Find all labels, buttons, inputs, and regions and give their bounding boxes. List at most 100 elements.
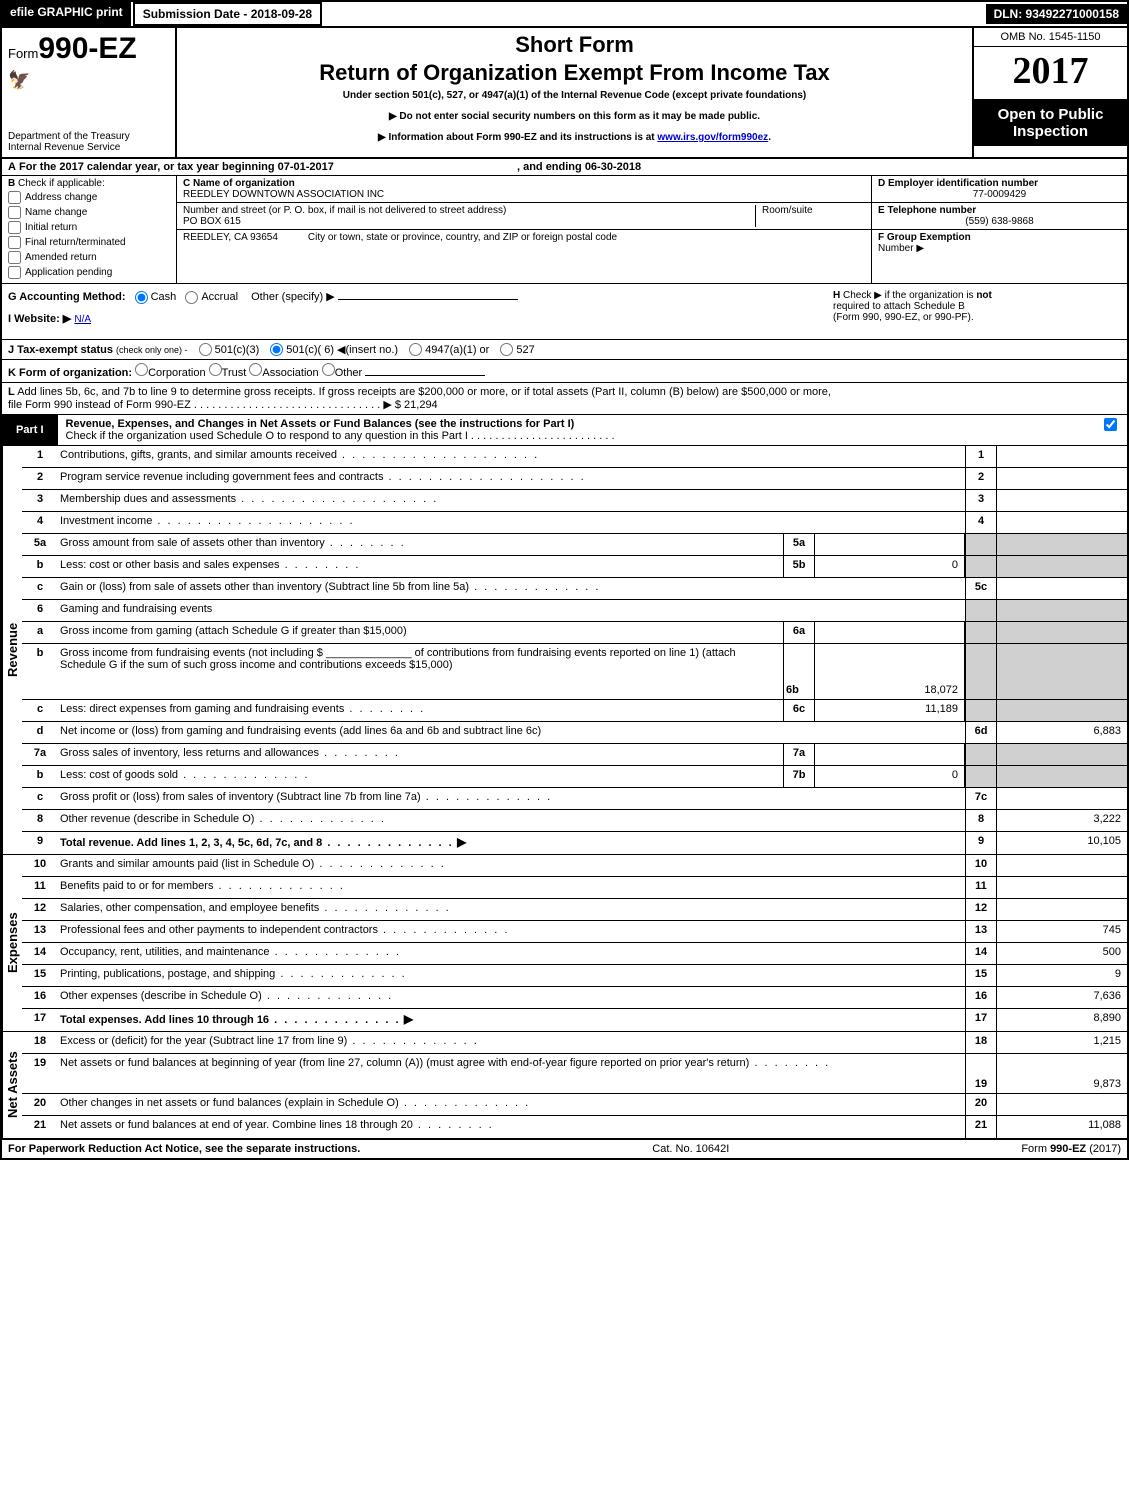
radio-corporation[interactable] (135, 363, 148, 376)
irs-link[interactable]: www.irs.gov/form990ez (657, 132, 768, 143)
row-6b: b Gross income from fundraising events (… (22, 644, 1127, 700)
row-6d-rnum: 6d (965, 722, 997, 743)
row-6c-num: c (22, 700, 58, 721)
row-6c-grey2 (997, 700, 1127, 721)
row-21-desc: Net assets or fund balances at end of ye… (58, 1116, 965, 1138)
radio-accrual[interactable] (185, 291, 198, 304)
lbl-address-change: Address change (25, 192, 97, 203)
row-5a-sn: 5a (783, 534, 815, 555)
check-if-applicable: Check if applicable: (18, 178, 105, 189)
radio-4947[interactable] (409, 343, 422, 356)
chk-amended-return[interactable] (8, 251, 21, 264)
row-13-num: 13 (22, 921, 58, 942)
row-15-desc: Printing, publications, postage, and shi… (58, 965, 965, 986)
row-9-desc-text: Total revenue. Add lines 1, 2, 3, 4, 5c,… (60, 837, 322, 849)
footer-mid: Cat. No. 10642I (652, 1143, 729, 1155)
chk-application-pending[interactable] (8, 266, 21, 279)
row-5b-num: b (22, 556, 58, 577)
l-label: L (8, 386, 15, 398)
row-5a: 5a Gross amount from sale of assets othe… (22, 534, 1127, 556)
row-7b-grey2 (997, 766, 1127, 787)
row-5b-desc: Less: cost or other basis and sales expe… (58, 556, 783, 577)
part-i-check-text: Check if the organization used Schedule … (66, 430, 1094, 442)
line-a-mid: , and ending (517, 161, 585, 173)
row-6-grey2 (997, 600, 1127, 621)
row-3-desc: Membership dues and assessments (58, 490, 965, 511)
lbl-corporation: Corporation (148, 367, 205, 379)
revenue-section: Revenue 1 Contributions, gifts, grants, … (2, 446, 1127, 855)
row-6a-sn: 6a (783, 622, 815, 643)
chk-address-change[interactable] (8, 191, 21, 204)
netassets-section: Net Assets 18 Excess or (deficit) for th… (2, 1032, 1127, 1140)
row-18-rval: 1,215 (997, 1032, 1127, 1053)
lbl-4947: 4947(a)(1) or (425, 344, 489, 356)
row-13-desc: Professional fees and other payments to … (58, 921, 965, 942)
ein-value: 77-0009429 (878, 189, 1121, 200)
row-2: 2 Program service revenue including gove… (22, 468, 1127, 490)
department-label: Department of the Treasury Internal Reve… (8, 131, 169, 153)
row-15-num: 15 (22, 965, 58, 986)
radio-trust[interactable] (209, 363, 222, 376)
row-7c-num: c (22, 788, 58, 809)
row-6c-sn: 6c (783, 700, 815, 721)
row-17-rval: 8,890 (997, 1009, 1127, 1031)
gh-block: G Accounting Method: Cash Accrual Other … (2, 284, 1127, 340)
org-name: REEDLEY DOWNTOWN ASSOCIATION INC (183, 189, 865, 200)
row-9: 9 Total revenue. Add lines 1, 2, 3, 4, 5… (22, 832, 1127, 854)
row-18-num: 18 (22, 1032, 58, 1053)
room-suite-label: Room/suite (755, 205, 865, 227)
city-value: REEDLEY, CA 93654 (183, 232, 278, 243)
row-5b-grey1 (965, 556, 997, 577)
other-specify-field[interactable] (338, 299, 518, 300)
row-7a: 7a Gross sales of inventory, less return… (22, 744, 1127, 766)
line-a-label: A (8, 161, 16, 173)
chk-schedule-o[interactable] (1104, 418, 1117, 431)
row-16-num: 16 (22, 987, 58, 1008)
row-6: 6 Gaming and fundraising events (22, 600, 1127, 622)
row-10: 10 Grants and similar amounts paid (list… (22, 855, 1127, 877)
radio-501c3[interactable] (199, 343, 212, 356)
form-990ez: 990-EZ (38, 32, 136, 65)
radio-other-org[interactable] (322, 363, 335, 376)
row-7a-grey2 (997, 744, 1127, 765)
row-5b: b Less: cost or other basis and sales ex… (22, 556, 1127, 578)
row-5c: c Gain or (loss) from sale of assets oth… (22, 578, 1127, 600)
chk-final-return[interactable] (8, 236, 21, 249)
efile-print-button[interactable]: efile GRAPHIC print (2, 2, 131, 26)
h-text2: required to attach Schedule B (833, 301, 1121, 312)
row-4-rnum: 4 (965, 512, 997, 533)
part-i-header: Part I Revenue, Expenses, and Changes in… (2, 415, 1127, 446)
row-12-desc: Salaries, other compensation, and employ… (58, 899, 965, 920)
row-11-desc: Benefits paid to or for members (58, 877, 965, 898)
row-16-desc: Other expenses (describe in Schedule O) (58, 987, 965, 1008)
part-i-title: Revenue, Expenses, and Changes in Net As… (66, 418, 575, 430)
form-number: Form990-EZ (8, 32, 169, 66)
row-14-rval: 500 (997, 943, 1127, 964)
row-21-rval: 11,088 (997, 1116, 1127, 1138)
footer-left: For Paperwork Reduction Act Notice, see … (8, 1143, 360, 1155)
row-18-rnum: 18 (965, 1032, 997, 1053)
row-5b-sv: 0 (815, 556, 965, 577)
lbl-initial-return: Initial return (25, 222, 77, 233)
row-17: 17 Total expenses. Add lines 10 through … (22, 1009, 1127, 1031)
radio-501c[interactable] (270, 343, 283, 356)
website-value[interactable]: N/A (74, 314, 91, 325)
row-18: 18 Excess or (deficit) for the year (Sub… (22, 1032, 1127, 1054)
row-9-desc: Total revenue. Add lines 1, 2, 3, 4, 5c,… (58, 832, 965, 854)
row-20-rval (997, 1094, 1127, 1115)
page-footer: For Paperwork Reduction Act Notice, see … (2, 1140, 1127, 1158)
row-4-num: 4 (22, 512, 58, 533)
chk-name-change[interactable] (8, 206, 21, 219)
row-19-num: 19 (22, 1054, 58, 1093)
radio-527[interactable] (500, 343, 513, 356)
open-line1: Open to Public (976, 106, 1125, 123)
row-20-rnum: 20 (965, 1094, 997, 1115)
other-org-field[interactable] (365, 375, 485, 376)
short-form-title: Short Form (183, 32, 966, 58)
radio-cash[interactable] (135, 291, 148, 304)
radio-association[interactable] (249, 363, 262, 376)
f-group-label: F Group Exemption (878, 232, 971, 243)
row-15-rnum: 15 (965, 965, 997, 986)
row-6-desc: Gaming and fundraising events (58, 600, 965, 621)
chk-initial-return[interactable] (8, 221, 21, 234)
